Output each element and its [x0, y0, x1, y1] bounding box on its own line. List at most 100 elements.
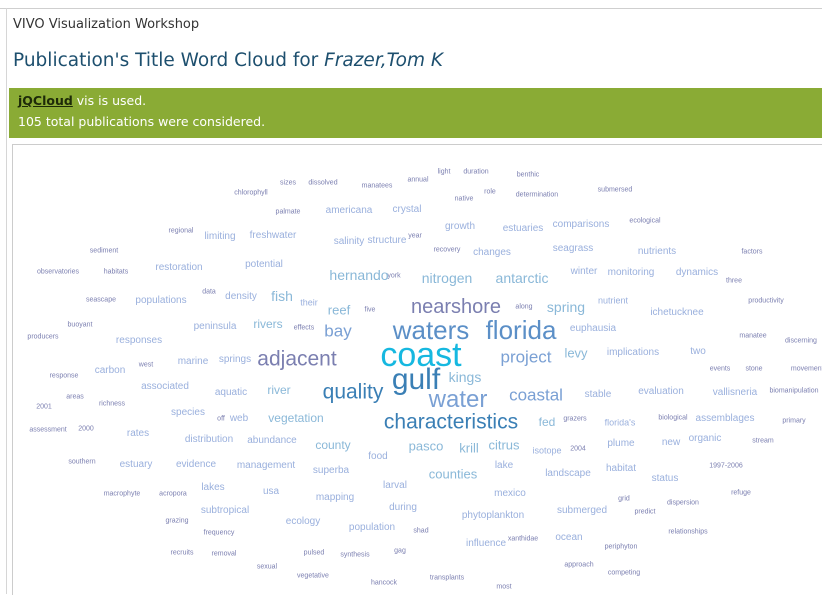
- cloud-word[interactable]: populations: [135, 295, 187, 306]
- cloud-word[interactable]: data: [202, 288, 216, 296]
- cloud-word[interactable]: project: [500, 347, 552, 367]
- cloud-word[interactable]: ecology: [285, 516, 321, 527]
- cloud-word[interactable]: biomanipulation: [769, 387, 819, 395]
- cloud-word[interactable]: distribution: [184, 434, 234, 445]
- cloud-word[interactable]: carbon: [94, 365, 126, 376]
- cloud-word[interactable]: off: [217, 415, 225, 423]
- cloud-word[interactable]: quality: [322, 380, 384, 404]
- cloud-word[interactable]: organic: [688, 433, 722, 444]
- cloud-word[interactable]: abundance: [247, 435, 297, 446]
- cloud-word[interactable]: benthic: [516, 171, 540, 179]
- cloud-word[interactable]: levy: [564, 345, 588, 361]
- cloud-word[interactable]: submersed: [597, 186, 633, 194]
- cloud-word[interactable]: fish: [271, 288, 293, 304]
- cloud-word[interactable]: periphyton: [604, 543, 638, 551]
- cloud-word[interactable]: five: [364, 306, 376, 314]
- cloud-word[interactable]: light: [437, 168, 451, 176]
- cloud-word[interactable]: density: [225, 291, 257, 302]
- cloud-word[interactable]: new: [661, 437, 681, 448]
- cloud-word[interactable]: characteristics: [383, 410, 519, 434]
- cloud-word[interactable]: isotope: [532, 445, 562, 456]
- cloud-word[interactable]: gag: [394, 547, 406, 555]
- cloud-word[interactable]: movements: [790, 365, 822, 373]
- cloud-word[interactable]: nitrogen: [421, 270, 473, 286]
- cloud-word[interactable]: vegetative: [297, 572, 329, 580]
- cloud-word[interactable]: comparisons: [552, 219, 610, 230]
- cloud-word[interactable]: food: [368, 451, 388, 462]
- cloud-word[interactable]: manatees: [361, 182, 393, 190]
- cloud-word[interactable]: during: [389, 502, 417, 513]
- cloud-word[interactable]: winter: [570, 266, 598, 277]
- cloud-word[interactable]: frequency: [203, 529, 235, 537]
- cloud-word[interactable]: water: [428, 386, 488, 413]
- cloud-word[interactable]: sexual: [256, 563, 278, 571]
- cloud-word[interactable]: year: [408, 232, 422, 240]
- cloud-word[interactable]: population: [348, 522, 396, 533]
- cloud-word[interactable]: florida's: [604, 417, 636, 428]
- cloud-word[interactable]: ecological: [629, 217, 661, 225]
- cloud-word[interactable]: biological: [658, 414, 688, 422]
- cloud-word[interactable]: effects: [293, 324, 315, 332]
- cloud-word[interactable]: duration: [463, 168, 489, 176]
- cloud-word[interactable]: regional: [168, 227, 194, 235]
- cloud-word[interactable]: grazing: [165, 517, 189, 525]
- cloud-word[interactable]: springs: [218, 354, 252, 365]
- cloud-word[interactable]: macrophyte: [103, 490, 141, 498]
- cloud-word[interactable]: crystal: [392, 204, 422, 215]
- cloud-word[interactable]: marine: [177, 356, 209, 367]
- cloud-word[interactable]: florida: [485, 315, 557, 345]
- cloud-word[interactable]: nearshore: [410, 296, 502, 318]
- cloud-word[interactable]: monitoring: [607, 267, 655, 278]
- cloud-word[interactable]: lakes: [201, 482, 225, 493]
- cloud-word[interactable]: native: [454, 195, 474, 203]
- cloud-word[interactable]: pulsed: [303, 549, 325, 557]
- cloud-word[interactable]: southern: [68, 458, 96, 466]
- cloud-word[interactable]: gulf: [391, 363, 441, 396]
- cloud-word[interactable]: euphausia: [569, 323, 617, 334]
- cloud-word[interactable]: landscape: [545, 468, 591, 479]
- cloud-word[interactable]: bay: [324, 321, 352, 341]
- cloud-word[interactable]: stream: [752, 437, 774, 445]
- cloud-word[interactable]: removal: [211, 550, 237, 558]
- cloud-word[interactable]: stable: [584, 389, 612, 400]
- cloud-word[interactable]: estuaries: [502, 223, 544, 234]
- cloud-word[interactable]: aquatic: [214, 387, 248, 398]
- cloud-word[interactable]: manatee: [739, 332, 767, 340]
- cloud-word[interactable]: 2004: [570, 445, 586, 453]
- cloud-word[interactable]: submerged: [556, 505, 608, 516]
- cloud-word[interactable]: 1997-2006: [709, 462, 743, 470]
- cloud-word[interactable]: response: [49, 372, 79, 380]
- cloud-word[interactable]: synthesis: [340, 551, 370, 559]
- cloud-word[interactable]: two: [690, 346, 706, 357]
- cloud-word[interactable]: kings: [448, 369, 482, 385]
- cloud-word[interactable]: assessment: [29, 426, 67, 434]
- cloud-word[interactable]: plume: [607, 438, 635, 449]
- cloud-word[interactable]: structure: [367, 235, 407, 246]
- cloud-word[interactable]: palmate: [275, 208, 301, 216]
- cloud-word[interactable]: usa: [262, 486, 280, 497]
- cloud-word[interactable]: growth: [444, 221, 476, 232]
- cloud-word[interactable]: subtropical: [200, 505, 250, 516]
- cloud-word[interactable]: seagrass: [552, 243, 594, 254]
- cloud-word[interactable]: dispersion: [667, 499, 699, 507]
- cloud-word[interactable]: recruits: [170, 549, 194, 557]
- cloud-word[interactable]: rivers: [253, 317, 283, 331]
- cloud-word[interactable]: sediment: [89, 247, 119, 255]
- cloud-word[interactable]: producers: [27, 333, 59, 341]
- cloud-word[interactable]: role: [484, 188, 496, 196]
- cloud-word[interactable]: coastal: [509, 385, 563, 405]
- cloud-word[interactable]: changes: [473, 247, 511, 258]
- cloud-word[interactable]: estuary: [119, 459, 153, 470]
- cloud-word[interactable]: spring: [546, 299, 586, 315]
- cloud-word[interactable]: adjacent: [257, 347, 337, 371]
- cloud-word[interactable]: habitat: [605, 463, 637, 474]
- cloud-word[interactable]: rates: [126, 428, 150, 439]
- cloud-word[interactable]: evaluation: [638, 386, 684, 397]
- cloud-word[interactable]: ichetucknee: [650, 307, 704, 318]
- cloud-word[interactable]: york: [387, 272, 401, 280]
- cloud-word[interactable]: grazers: [563, 415, 587, 423]
- cloud-word[interactable]: shad: [413, 527, 429, 535]
- cloud-word[interactable]: approach: [564, 561, 594, 569]
- cloud-word[interactable]: americana: [325, 205, 373, 216]
- cloud-word[interactable]: phytoplankton: [461, 510, 525, 521]
